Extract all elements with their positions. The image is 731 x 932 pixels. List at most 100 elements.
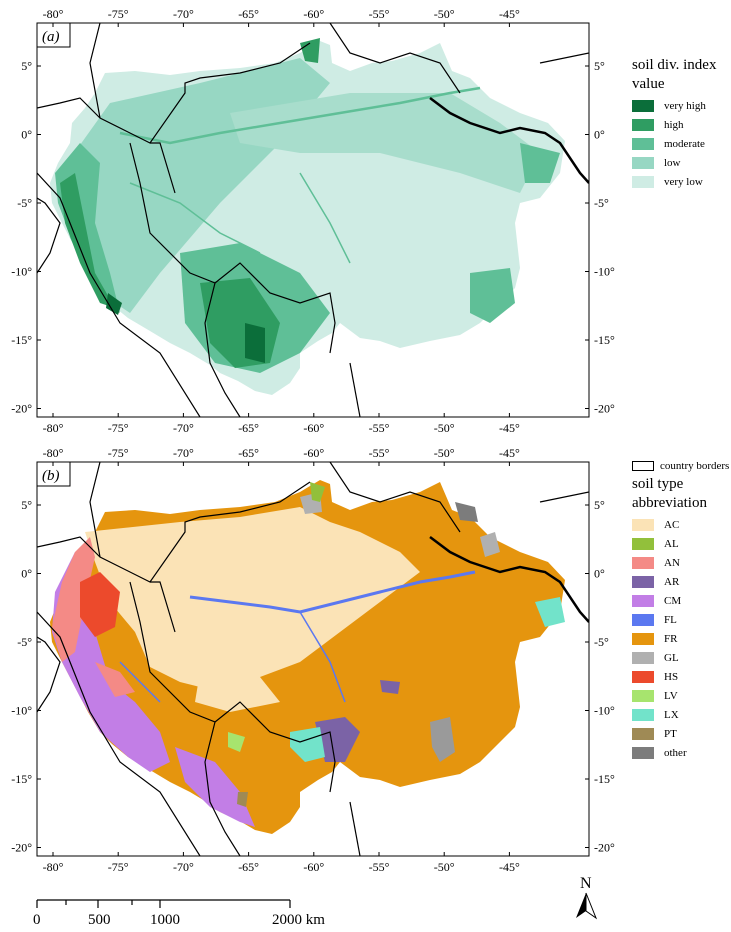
legend-diversity-title: soil div. index (632, 57, 717, 73)
lat-tick-label: -10° (594, 265, 615, 279)
legend-soil-item: LX (632, 705, 729, 724)
scale-label-500: 500 (88, 912, 111, 928)
legend-soil-item: FR (632, 629, 729, 648)
lat-tick-label: 5° (21, 498, 32, 512)
north-arrow: N (576, 875, 598, 920)
lat-tick-label: -15° (11, 772, 32, 786)
legend-soil-swatch (632, 708, 654, 721)
lat-tick-label: -15° (11, 333, 32, 347)
lat-tick-label: 5° (21, 59, 32, 73)
diversity-area-very-high (245, 323, 265, 363)
graticule-ticks: -80° -80° -75° -75° -70° -70° -65° -65° -60° -60°… (11, 7, 615, 874)
legend-soil-swatch (632, 689, 654, 702)
lat-tick-label: -5° (17, 635, 32, 649)
lon-tick-label: -45° (499, 421, 520, 435)
legend-diversity-label: moderate (664, 137, 705, 150)
scale-label-2000: 2000 km (272, 912, 325, 928)
lat-tick-label: -20° (11, 841, 32, 855)
legend-diversity-item: low (632, 153, 716, 172)
panel-a (36, 22, 590, 418)
legend-diversity-label: very low (664, 175, 703, 188)
lon-tick-label: -60° (303, 421, 324, 435)
scale-bar: 0 500 1000 2000 km (33, 899, 325, 928)
legend-soil-swatch (632, 746, 654, 759)
soil-area-GL (430, 717, 455, 762)
legend-soil-label: FL (664, 613, 677, 626)
lon-tick-label: -75° (108, 7, 129, 21)
lon-tick-label: -70° (173, 860, 194, 874)
legend-soil-label: PT (664, 727, 677, 740)
legend-diversity-item: moderate (632, 134, 716, 153)
lon-tick-label: -75° (108, 860, 129, 874)
lat-tick-label: -10° (594, 704, 615, 718)
scale-label-1000: 1000 (150, 912, 180, 928)
soil-area-AR (315, 717, 360, 762)
legend-diversity-subtitle: value (632, 76, 665, 92)
legend-diversity: soil div. index value very high high moder… (632, 56, 716, 191)
lat-tick-label: 0° (594, 567, 605, 581)
legend-soil-swatch (632, 727, 654, 740)
soil-area-HS (80, 572, 120, 637)
lon-tick-label: -45° (499, 7, 520, 21)
country-borders-b (37, 462, 589, 856)
lon-tick-label: -80° (43, 860, 64, 874)
lat-tick-label: 5° (594, 498, 605, 512)
soil-area-PT (237, 792, 248, 807)
scale-label-0: 0 (33, 912, 41, 928)
lon-tick-label: -65° (238, 860, 259, 874)
legend-soil-subtitle: abbreviation (632, 495, 707, 511)
lon-tick-label: -45° (499, 860, 520, 874)
lon-tick-label: -75° (108, 421, 129, 435)
legend-soil-label: AC (664, 518, 680, 531)
lon-tick-label: -65° (238, 7, 259, 21)
lat-tick-label: -5° (594, 635, 609, 649)
legend-soil-label: AR (664, 575, 680, 588)
legend-soil-swatch (632, 556, 654, 569)
panel-a-label: (a) (42, 29, 60, 45)
legend-diversity-item: very high (632, 96, 716, 115)
legend-soil-label: other (664, 746, 687, 759)
panel-b (36, 461, 590, 857)
legend-soil-label: AN (664, 556, 680, 569)
legend-soil-swatch (632, 651, 654, 664)
lon-tick-label: -50° (434, 446, 455, 460)
legend-soil-item: PT (632, 724, 729, 743)
soil-area-AL (310, 482, 325, 502)
lon-tick-label: -55° (369, 7, 390, 21)
lat-tick-label: -15° (594, 772, 615, 786)
coastline-b (429, 536, 589, 623)
legend-soil-swatch (632, 632, 654, 645)
legend-diversity-swatch (632, 137, 654, 150)
lat-tick-label: -15° (594, 333, 615, 347)
lon-tick-label: -55° (369, 421, 390, 435)
legend-soil-swatch (632, 575, 654, 588)
legend-diversity-swatch (632, 156, 654, 169)
country-borders-swatch (632, 460, 654, 471)
legend-soil-swatch (632, 537, 654, 550)
legend-soil-swatch (632, 613, 654, 626)
lon-tick-label: -80° (43, 7, 64, 21)
north-label: N (580, 875, 592, 892)
lon-tick-label: -60° (303, 446, 324, 460)
lat-tick-label: -20° (594, 841, 615, 855)
legend-diversity-item: very low (632, 172, 716, 191)
legend-country-borders: country borders (632, 456, 729, 475)
legend-country-borders-label: country borders (660, 459, 730, 472)
lat-tick-label: 0° (594, 128, 605, 142)
soil-area-LX (290, 727, 325, 762)
lon-tick-label: -75° (108, 446, 129, 460)
legend-diversity-swatch (632, 175, 654, 188)
legend-soil-label: GL (664, 651, 679, 664)
legend-diversity-swatch (632, 99, 654, 112)
legend-soil-label: FR (664, 632, 678, 645)
legend-diversity-item: high (632, 115, 716, 134)
legend-soil-item: FL (632, 610, 729, 629)
lat-tick-label: -20° (11, 402, 32, 416)
legend-soil-swatch (632, 518, 654, 531)
legend-soil-label: LV (664, 689, 678, 702)
lon-tick-label: -50° (434, 421, 455, 435)
soil-area-LV (228, 732, 245, 752)
lat-tick-label: -20° (594, 402, 615, 416)
lon-tick-label: -65° (238, 446, 259, 460)
